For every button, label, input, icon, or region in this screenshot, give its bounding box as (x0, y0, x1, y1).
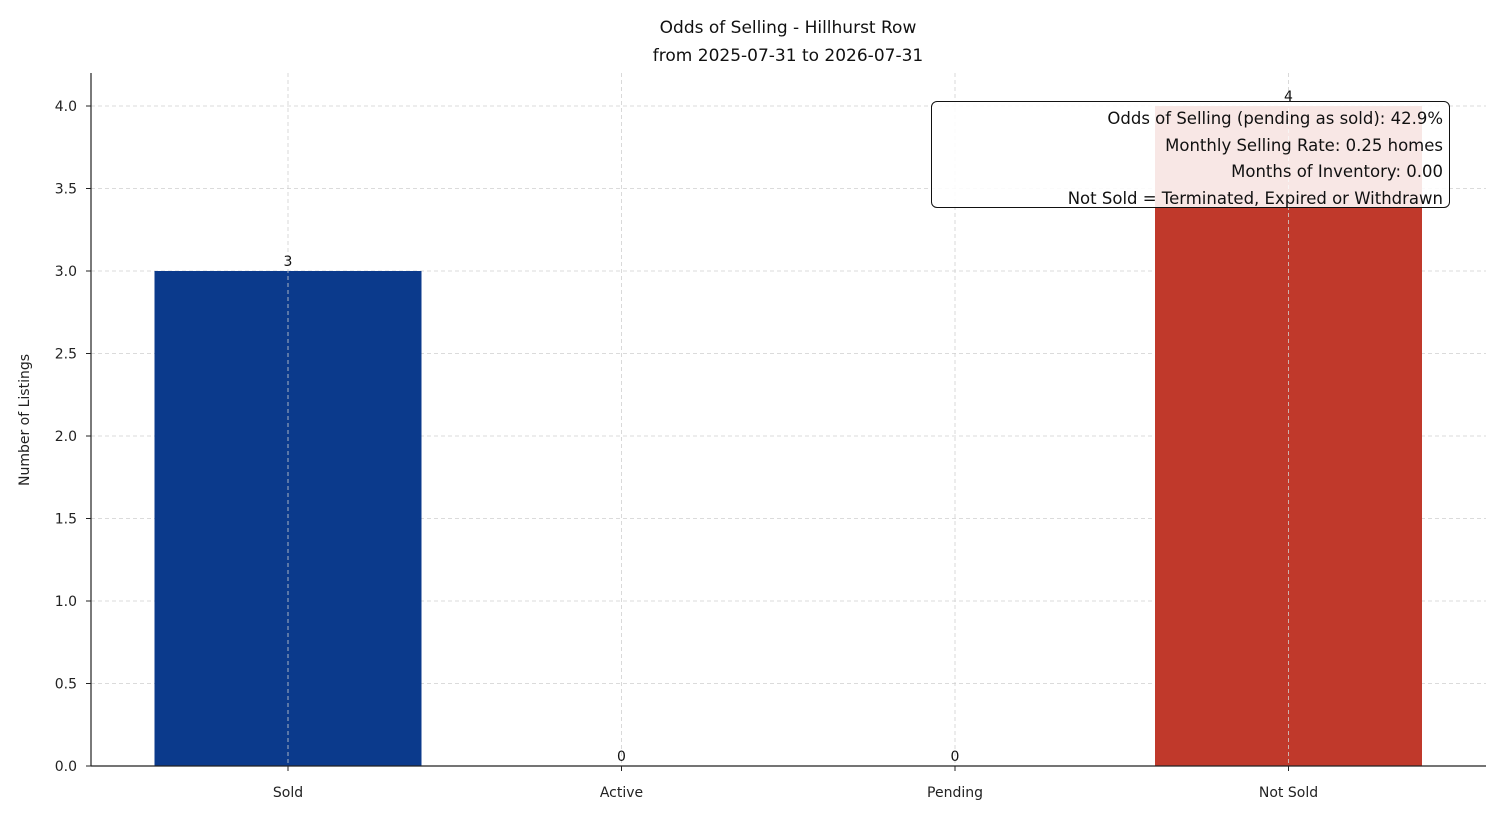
bar-value-label: 0 (951, 749, 960, 765)
bar-value-label: 0 (617, 749, 626, 765)
stats-annotation-box: Odds of Selling (pending as sold): 42.9%… (931, 101, 1450, 208)
y-tick-label: 3.5 (55, 182, 77, 198)
bar-value-label: 4 (1284, 89, 1293, 105)
y-tick-label: 1.5 (55, 512, 77, 528)
bar-value-label: 3 (284, 254, 293, 270)
annotation-odds-of-selling: Odds of Selling (pending as sold): 42.9% (1107, 109, 1443, 128)
y-tick-label: 0.0 (55, 759, 77, 775)
x-tick-label: Active (600, 785, 643, 801)
chart-title: Odds of Selling - Hillhurst Row (660, 18, 917, 38)
x-tick-label: Sold (273, 785, 303, 801)
y-axis-label: Number of Listings (17, 354, 33, 486)
y-tick-label: 4.0 (55, 99, 77, 115)
y-tick-label: 3.0 (55, 264, 77, 280)
y-tick-label: 2.0 (55, 429, 77, 445)
y-tick-label: 2.5 (55, 347, 77, 363)
x-tick-label: Not Sold (1259, 785, 1318, 801)
annotation-not-sold-definition: Not Sold = Terminated, Expired or Withdr… (1067, 188, 1443, 208)
annotation-months-of-inventory: Months of Inventory: 0.00 (1231, 162, 1443, 181)
y-tick-label: 1.0 (55, 594, 77, 610)
x-tick-label: Pending (927, 785, 983, 801)
axes-layer: 0.0 0.5 1.0 1.5 2.0 2.5 3.0 3.5 4.0 Sold Active Pen… (55, 73, 1486, 801)
chart-subtitle: from 2025-07-31 to 2026-07-31 (653, 46, 923, 66)
annotation-monthly-selling-rate: Monthly Selling Rate: 0.25 homes (1165, 135, 1443, 155)
y-tick-label: 0.5 (55, 677, 77, 693)
